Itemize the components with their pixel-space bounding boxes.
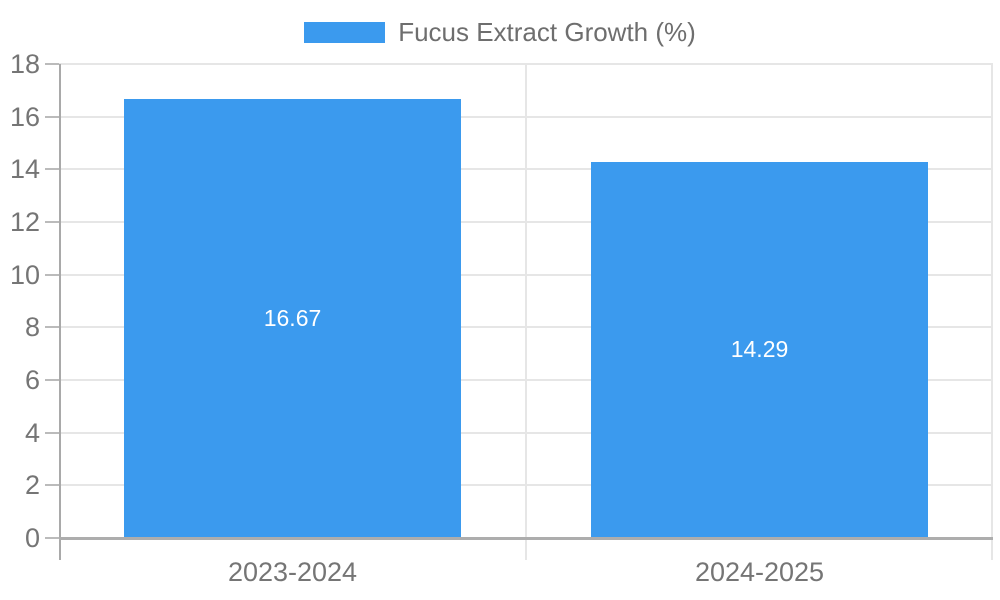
y-tick-label: 12 bbox=[9, 207, 40, 237]
x-axis-line bbox=[59, 537, 993, 540]
y-axis-tick bbox=[45, 537, 59, 539]
y-axis-tick bbox=[45, 431, 59, 434]
y-axis-tick bbox=[45, 379, 59, 381]
bar: 14.29 bbox=[591, 162, 928, 538]
y-axis-line bbox=[59, 64, 61, 560]
legend-series-label: Fucus Extract Growth (%) bbox=[398, 16, 696, 47]
y-axis-tick bbox=[45, 63, 59, 65]
y-tick-label: 18 bbox=[9, 49, 40, 79]
x-tick-label: 2023-2024 bbox=[227, 557, 358, 587]
y-tick-label: 14 bbox=[9, 154, 40, 185]
bar: 16.67 bbox=[124, 99, 461, 538]
bar-value-label: 14.29 bbox=[730, 336, 789, 363]
y-axis-tick bbox=[45, 115, 59, 118]
y-axis-tick bbox=[45, 484, 59, 487]
y-tick-label: 6 bbox=[24, 365, 40, 395]
y-tick-label: 4 bbox=[24, 417, 40, 448]
y-tick-label: 16 bbox=[9, 101, 40, 132]
legend-item[interactable]: Fucus Extract Growth (%) bbox=[304, 18, 696, 47]
y-axis-tick bbox=[45, 326, 59, 329]
legend: Fucus Extract Growth (%) bbox=[0, 10, 1000, 54]
y-tick-label: 0 bbox=[24, 523, 40, 553]
legend-color-swatch bbox=[304, 21, 386, 43]
plot-right-border-line bbox=[991, 64, 993, 560]
plot-area: 0 2 4 6 8 10 12 14 16 18 16.67 14.29 2023-2024 2024-2… bbox=[10, 50, 993, 587]
x-tick-label: 2024-2025 bbox=[694, 557, 825, 587]
y-axis-tick bbox=[45, 221, 59, 223]
y-axis-tick bbox=[45, 168, 59, 171]
y-tick-label: 8 bbox=[24, 312, 40, 343]
y-tick-label: 10 bbox=[9, 259, 40, 290]
category-divider-line bbox=[525, 64, 527, 560]
y-tick-label: 2 bbox=[24, 470, 40, 501]
bar-value-label: 16.67 bbox=[263, 304, 322, 331]
y-axis-tick bbox=[45, 273, 59, 276]
